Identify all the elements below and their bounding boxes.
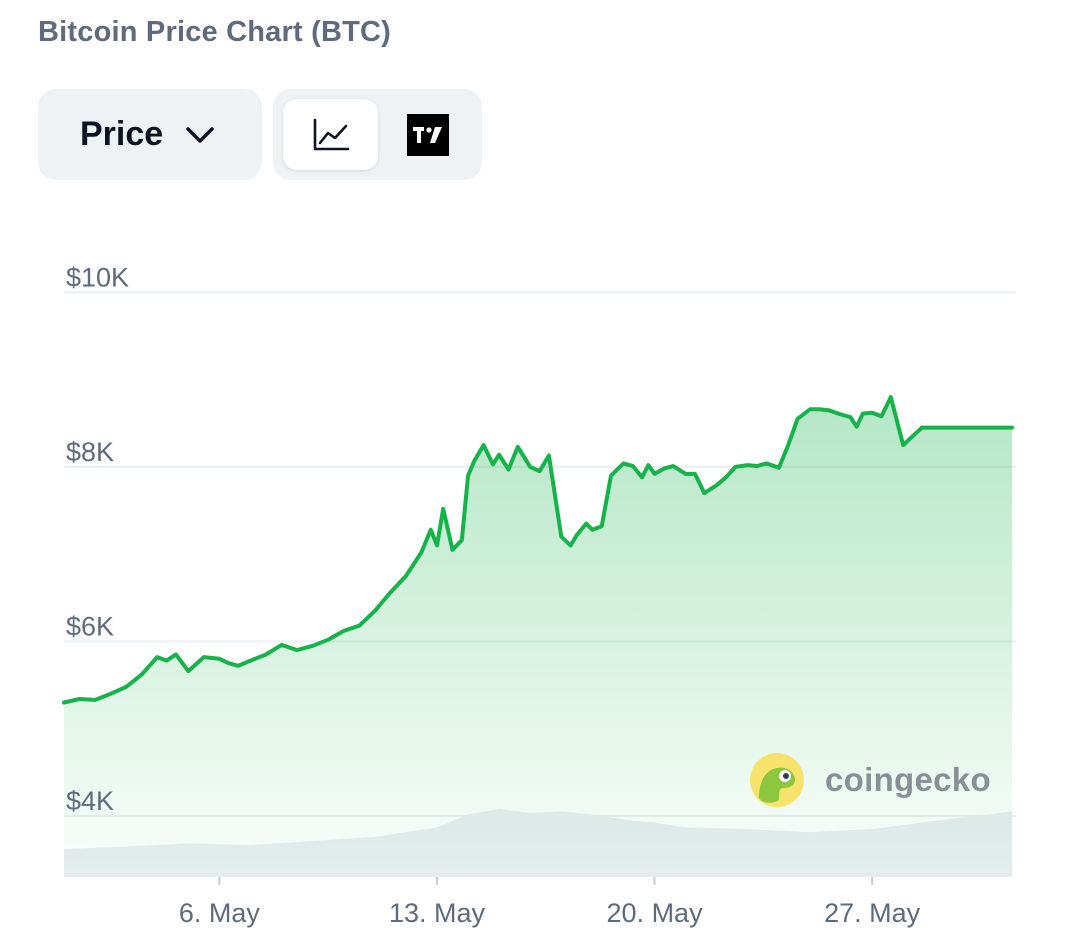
y-tick-label: $4K — [66, 786, 114, 816]
page-title: Bitcoin Price Chart (BTC) — [38, 16, 392, 48]
price-line — [62, 395, 1014, 705]
metric-dropdown[interactable]: Price — [38, 89, 262, 180]
x-tick-label: 6. May — [179, 898, 261, 928]
y-tick-label: $8K — [66, 437, 114, 467]
x-tick-label: 13. May — [389, 898, 486, 928]
line-chart-view-button[interactable] — [283, 99, 378, 170]
line-chart-icon — [313, 118, 349, 150]
x-tick-label: 20. May — [607, 898, 704, 928]
watermark-text: coingecko — [825, 761, 991, 798]
price-chart: $4K $6K $8K $10K 6. May 13. May 20. May 27. Ma… — [62, 262, 1016, 928]
tradingview-view-button[interactable] — [395, 99, 461, 170]
chevron-down-icon — [185, 125, 215, 145]
y-tick-label: $6K — [66, 611, 114, 641]
y-tick-label: $10K — [66, 262, 129, 292]
coingecko-watermark: coingecko — [749, 752, 991, 808]
metric-dropdown-label: Price — [80, 115, 164, 153]
coingecko-gecko-icon — [750, 753, 804, 807]
tradingview-icon — [407, 113, 449, 156]
x-tick-label: 27. May — [824, 898, 921, 928]
chart-view-toggle — [273, 89, 482, 180]
